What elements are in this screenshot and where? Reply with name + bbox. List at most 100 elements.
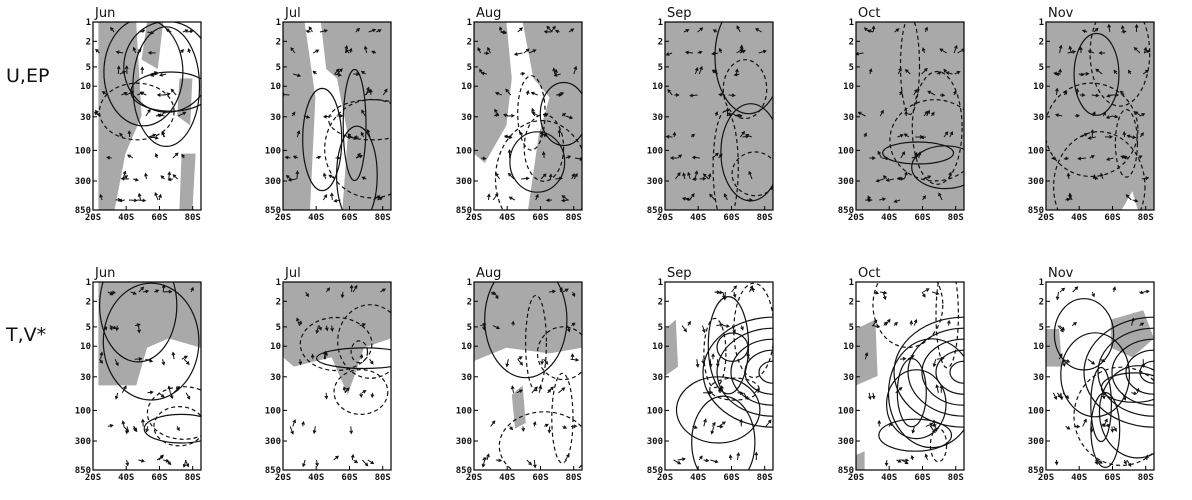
vector-arrow — [1065, 425, 1071, 430]
vector-arrow — [728, 93, 736, 98]
vector-arrow — [140, 29, 146, 33]
vector-arrow — [1101, 392, 1106, 400]
vector-arrow — [1051, 156, 1057, 161]
vector-arrow — [1074, 424, 1081, 429]
shaded-region — [856, 22, 964, 210]
y-tick-label: 10 — [461, 82, 472, 92]
y-tick-label: 30 — [270, 113, 281, 123]
x-tick-label: 40S — [118, 473, 134, 483]
y-tick-label: 850 — [1028, 206, 1044, 216]
x-tick-label: 40S — [1071, 473, 1087, 483]
vector-arrow — [507, 148, 512, 159]
vector-arrow — [1100, 172, 1104, 180]
vector-arrow — [523, 48, 530, 54]
vector-arrow — [570, 424, 578, 429]
vector-arrow — [743, 392, 748, 400]
vector-arrow — [137, 48, 142, 54]
x-tick-label: 60S — [341, 213, 357, 223]
vector-arrow — [893, 199, 901, 203]
vector-arrow — [160, 175, 165, 180]
vector-arrow — [948, 171, 952, 180]
vector-arrow — [911, 426, 916, 434]
vector-arrow — [137, 198, 147, 203]
y-tick-label: 850 — [75, 206, 91, 216]
vector-arrow — [695, 359, 700, 368]
y-tick-label: 100 — [75, 146, 91, 156]
vector-arrow — [692, 425, 698, 429]
vector-arrow — [884, 459, 889, 467]
vector-arrow — [346, 135, 353, 139]
vector-arrow — [290, 47, 296, 54]
x-tick-label: 20S — [85, 213, 101, 223]
vector-arrow — [158, 454, 164, 461]
vector-arrow — [344, 44, 349, 54]
y-tick-label: 2 — [658, 297, 663, 307]
vector-arrow — [531, 111, 539, 117]
contour-line — [342, 68, 367, 182]
vector-arrow — [348, 47, 353, 54]
vector-arrow — [717, 387, 722, 393]
shaded-region — [283, 22, 316, 210]
vector-arrow — [669, 156, 678, 160]
x-tick-label: 60S — [914, 213, 930, 223]
vector-arrow — [151, 136, 159, 140]
vector-arrow — [765, 419, 772, 427]
vector-arrow — [1095, 68, 1103, 75]
y-tick-label: 850 — [647, 206, 663, 216]
vector-arrow — [1113, 69, 1118, 75]
contour-line — [494, 120, 582, 210]
contour-line — [143, 413, 201, 444]
vector-arrow — [698, 455, 703, 461]
vector-arrow — [483, 51, 490, 56]
vector-arrow — [1062, 392, 1070, 399]
x-tick-label: 80S — [757, 213, 773, 223]
vector-arrow — [1132, 198, 1139, 203]
vector-arrow — [121, 420, 126, 427]
vector-arrow — [137, 192, 142, 201]
vector-arrow — [179, 49, 184, 54]
vector-arrow — [1128, 69, 1132, 75]
vector-arrow — [543, 358, 549, 365]
vector-arrow — [167, 171, 172, 180]
vector-arrow — [172, 174, 178, 180]
vector-arrow — [694, 67, 699, 75]
vector-arrow — [691, 155, 700, 160]
y-tick-label: 30 — [461, 113, 472, 123]
y-tick-label: 300 — [838, 437, 854, 447]
vector-arrow — [1062, 359, 1066, 368]
panel-frame — [282, 21, 392, 211]
y-tick-label: 10 — [652, 342, 663, 352]
contour-line — [714, 22, 773, 115]
vector-arrow — [867, 29, 874, 33]
vector-arrow — [340, 291, 345, 299]
y-tick-label: 2 — [467, 37, 472, 47]
panel-title: Jul — [284, 266, 301, 281]
x-tick-label: 40S — [308, 213, 324, 223]
vector-arrow — [143, 289, 150, 294]
vector-arrow — [505, 88, 512, 96]
contour-line — [935, 282, 959, 369]
vector-arrow — [1126, 134, 1133, 139]
vector-arrow — [289, 426, 294, 435]
panel-title: Oct — [858, 266, 880, 281]
x-tick-label: 20S — [657, 213, 673, 223]
vector-arrow — [1059, 287, 1066, 293]
vector-arrow — [882, 175, 888, 180]
vector-arrow — [923, 110, 929, 117]
vector-arrow — [121, 92, 128, 96]
contour-line — [130, 71, 201, 112]
vector-arrow — [371, 50, 377, 55]
vector-arrow — [161, 359, 166, 366]
vector-arrow — [1139, 132, 1144, 138]
vector-arrow — [505, 359, 510, 368]
contour-line — [885, 369, 947, 440]
vector-arrow — [163, 459, 170, 463]
y-tick-label: 10 — [461, 342, 472, 352]
vector-arrow — [171, 351, 176, 360]
vector-arrow — [494, 91, 502, 96]
vector-arrow — [1122, 155, 1128, 160]
vector-arrow — [736, 25, 741, 33]
vector-arrow — [872, 319, 878, 326]
